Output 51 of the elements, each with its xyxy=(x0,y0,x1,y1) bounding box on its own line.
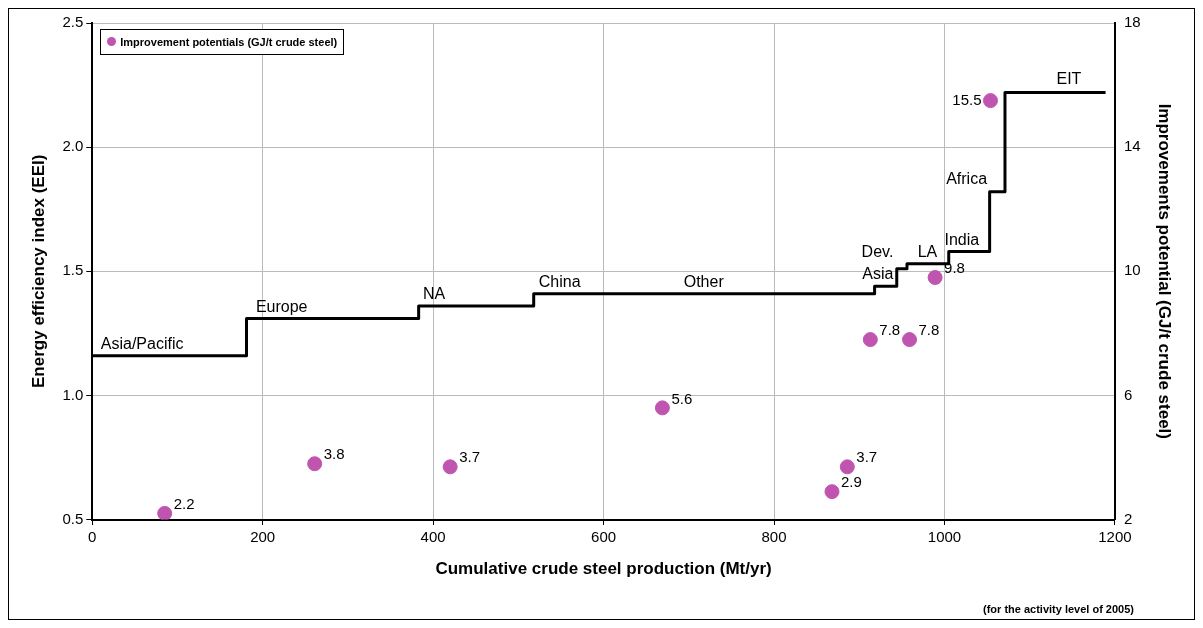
annotation: EIT xyxy=(1056,70,1082,88)
annotation: LA xyxy=(917,243,938,261)
data-label: 7.8 xyxy=(879,321,901,339)
x-tick-label: 800 xyxy=(761,527,787,545)
point xyxy=(902,332,918,348)
x-tick-label: 1200 xyxy=(1098,527,1132,545)
point xyxy=(862,332,878,348)
y-tick-label: 2.5 xyxy=(62,13,84,31)
data-label: 2.2 xyxy=(173,495,195,513)
data-label: 3.7 xyxy=(459,448,481,466)
point xyxy=(839,459,855,475)
annotation: India xyxy=(944,230,980,248)
annotation: Africa xyxy=(946,169,988,187)
data-label: 3.7 xyxy=(856,448,878,466)
annotation: NA xyxy=(422,285,446,303)
y2-tick-label: 10 xyxy=(1123,261,1141,279)
x-axis-title: Cumulative crude steel production (Mt/yr) xyxy=(435,559,772,579)
annotation: Asia/Pacific xyxy=(100,334,184,352)
point xyxy=(982,93,998,109)
point xyxy=(824,484,840,500)
data-label: 5.6 xyxy=(671,389,693,407)
point xyxy=(307,456,323,472)
y2-tick-label: 14 xyxy=(1123,137,1141,155)
data-label: 7.8 xyxy=(918,321,940,339)
y-tick-label: 1.5 xyxy=(62,261,84,279)
annotation: China xyxy=(538,272,581,290)
x-tick-label: 400 xyxy=(420,527,446,545)
annotation: Europe xyxy=(255,297,308,315)
y-tick-label: 0.5 xyxy=(62,509,84,527)
x-tick-label: 1000 xyxy=(927,527,962,545)
legend-label: Improvement potentials (GJ/t crude steel) xyxy=(120,35,338,49)
data-label: 15.5 xyxy=(952,91,982,109)
annotation: Dev. Asia xyxy=(861,243,894,283)
point xyxy=(442,459,458,475)
y-axis-title: Energy efficiency index (EEI) xyxy=(28,154,48,388)
data-label: 2.9 xyxy=(840,473,862,491)
point xyxy=(927,270,943,286)
annotation: Other xyxy=(683,272,725,290)
y-tick-label: 2.0 xyxy=(62,137,84,155)
point xyxy=(157,505,173,520)
y2-tick-label: 2 xyxy=(1123,509,1133,527)
data-label: 3.8 xyxy=(323,445,345,463)
y2-tick-label: 18 xyxy=(1123,13,1141,31)
x-tick-label: 200 xyxy=(250,527,276,545)
y2-tick-label: 6 xyxy=(1123,385,1133,403)
x-tick-label: 0 xyxy=(88,527,97,545)
x-tick-label: 600 xyxy=(591,527,617,545)
text: (for the activity level of 2005) xyxy=(983,603,1134,615)
y-tick-label: 1.0 xyxy=(62,385,84,403)
point xyxy=(654,400,670,416)
y2-axis-title: Improvements potential (GJ/t crude steel) xyxy=(1155,103,1175,439)
